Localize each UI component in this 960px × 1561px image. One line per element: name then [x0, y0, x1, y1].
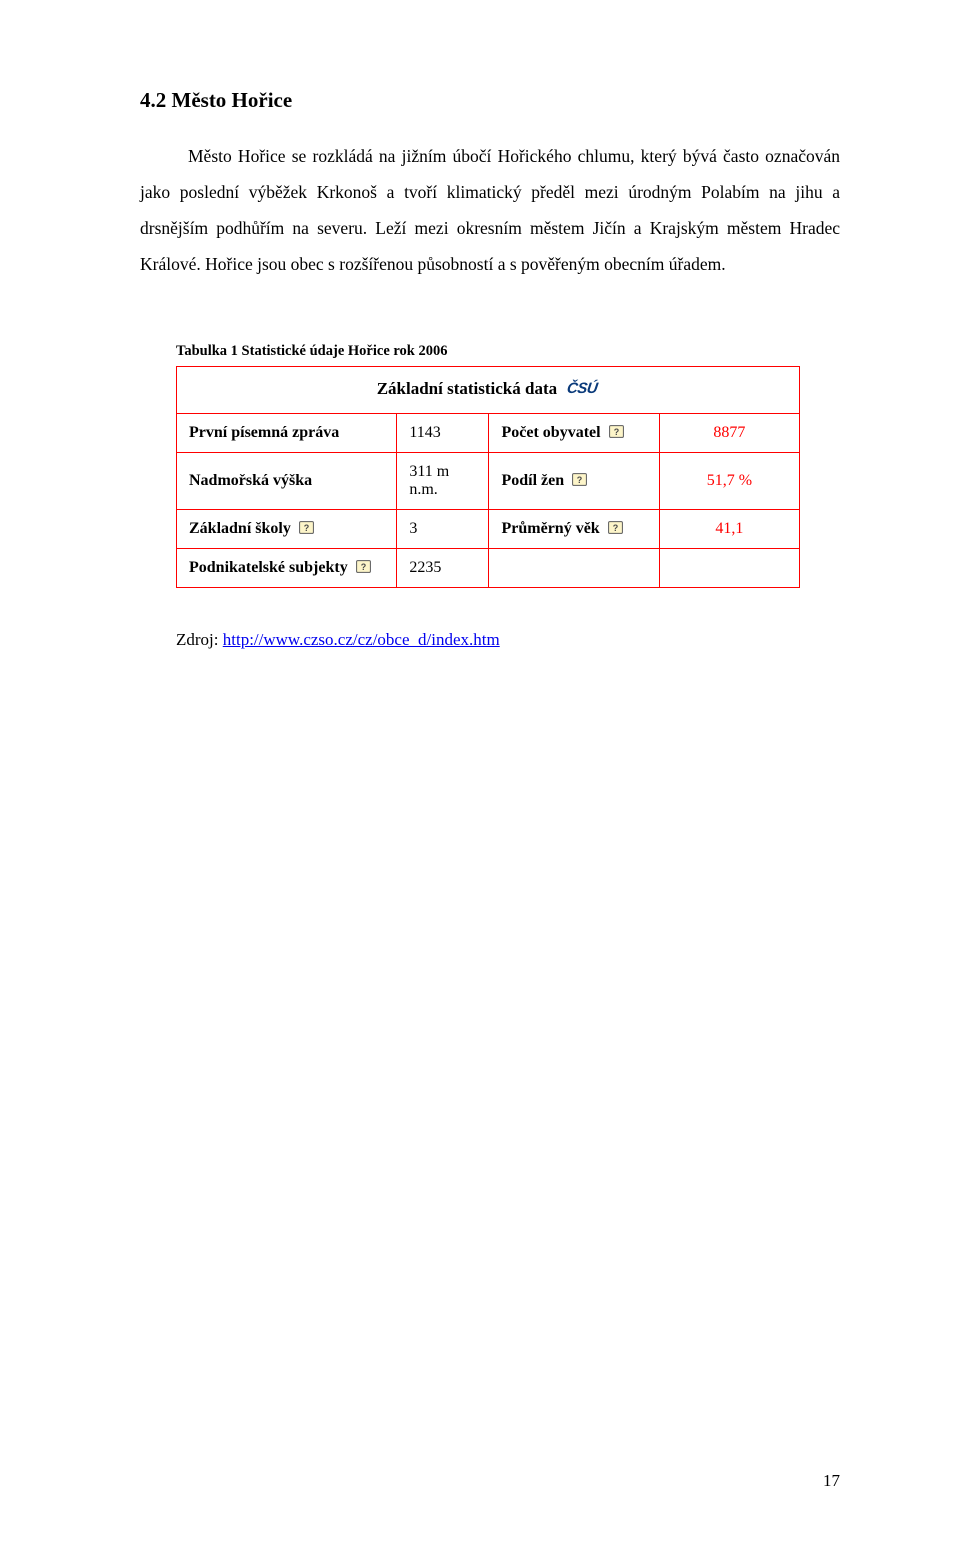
- help-icon: ?: [572, 473, 587, 486]
- stat-value-highlight: 41,1: [659, 509, 799, 548]
- stat-label: Podnikatelské subjekty ?: [177, 548, 397, 587]
- table-title: Základní statistická data: [377, 379, 557, 399]
- source-line: Zdroj: http://www.czso.cz/cz/obce_d/inde…: [176, 630, 840, 650]
- table-row: První písemná zpráva1143Počet obyvatel ?…: [177, 413, 800, 452]
- stat-label: Nadmořská výška: [177, 452, 397, 509]
- help-icon: ?: [608, 521, 623, 534]
- stat-label: [489, 548, 659, 587]
- svg-text:?: ?: [613, 427, 619, 437]
- stat-label: Průměrný věk ?: [489, 509, 659, 548]
- statistics-table: Základní statistická data ČSÚ První píse…: [176, 366, 800, 588]
- table-caption: Tabulka 1 Statistické údaje Hořice rok 2…: [176, 343, 840, 360]
- section-heading: 4.2 Město Hořice: [140, 88, 840, 113]
- svg-text:?: ?: [577, 475, 583, 485]
- table-row: Základní školy ?3Průměrný věk ?41,1: [177, 509, 800, 548]
- source-prefix: Zdroj:: [176, 630, 223, 649]
- stat-value-highlight: 51,7 %: [659, 452, 799, 509]
- stat-value: 1143: [397, 413, 489, 452]
- stat-value-highlight: [659, 548, 799, 587]
- table-row: Podnikatelské subjekty ?2235: [177, 548, 800, 587]
- source-link[interactable]: http://www.czso.cz/cz/obce_d/index.htm: [223, 630, 500, 649]
- stat-value: 2235: [397, 548, 489, 587]
- svg-text:?: ?: [612, 523, 618, 533]
- page-number: 17: [823, 1471, 840, 1491]
- body-paragraph: Město Hořice se rozkládá na jižním úbočí…: [140, 139, 840, 283]
- stat-value: 3: [397, 509, 489, 548]
- help-icon: ?: [299, 521, 314, 534]
- help-icon: ?: [609, 425, 624, 438]
- svg-text:?: ?: [360, 562, 366, 572]
- csu-logo: ČSÚ: [564, 380, 601, 397]
- stat-value: 311 m n.m.: [397, 452, 489, 509]
- stat-label: Počet obyvatel ?: [489, 413, 659, 452]
- stat-label: Podíl žen ?: [489, 452, 659, 509]
- stat-value-highlight: 8877: [659, 413, 799, 452]
- help-icon: ?: [356, 560, 371, 573]
- stat-label: První písemná zpráva: [177, 413, 397, 452]
- svg-text:?: ?: [304, 523, 310, 533]
- stat-label: Základní školy ?: [177, 509, 397, 548]
- table-row: Nadmořská výška311 m n.m.Podíl žen ?51,7…: [177, 452, 800, 509]
- table-title-row: Základní statistická data ČSÚ: [177, 366, 800, 413]
